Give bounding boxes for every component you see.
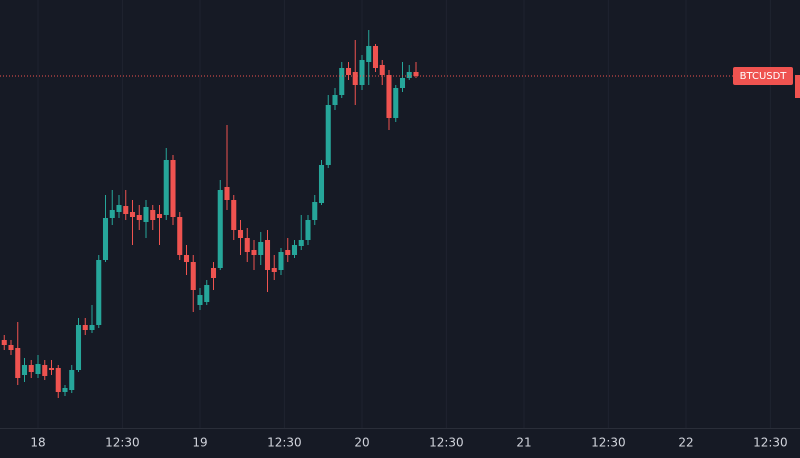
candle-body bbox=[359, 60, 365, 85]
candle-body bbox=[190, 262, 196, 290]
candle-body bbox=[197, 295, 203, 305]
candle-body bbox=[305, 220, 311, 240]
candle-body bbox=[271, 268, 277, 272]
candle-body bbox=[1, 340, 7, 345]
candle-body bbox=[109, 210, 115, 218]
candle-body bbox=[143, 207, 149, 222]
candle-body bbox=[251, 250, 257, 255]
x-tick-label: 22 bbox=[678, 436, 693, 450]
candle-body bbox=[123, 206, 129, 214]
x-tick-label: 12:30 bbox=[429, 436, 464, 450]
x-tick-label: 19 bbox=[192, 436, 207, 450]
candle-body bbox=[129, 212, 136, 217]
candle-body bbox=[69, 370, 75, 390]
candle-body bbox=[325, 105, 331, 165]
candle-body bbox=[8, 345, 14, 350]
candle-body bbox=[75, 325, 82, 370]
candle-body bbox=[285, 250, 291, 255]
candle-body bbox=[386, 75, 392, 118]
candle-body bbox=[15, 348, 21, 378]
candle-body bbox=[28, 365, 34, 372]
candle-body bbox=[224, 187, 230, 200]
candle-body bbox=[116, 205, 122, 212]
candle-body bbox=[102, 218, 109, 260]
candle-body bbox=[372, 46, 379, 68]
candle-body bbox=[237, 230, 244, 238]
x-tick-label: 20 bbox=[354, 436, 369, 450]
candle-body bbox=[399, 78, 406, 88]
candle-body bbox=[217, 190, 223, 268]
candle-body bbox=[170, 160, 176, 217]
candle-body bbox=[258, 242, 264, 255]
symbol-label: BTCUSDT bbox=[740, 71, 788, 82]
x-tick-label: 12:30 bbox=[105, 436, 140, 450]
candle-body bbox=[183, 255, 190, 262]
x-tick-label: 12:30 bbox=[267, 436, 302, 450]
candle-body bbox=[21, 365, 28, 375]
candle-body bbox=[264, 240, 271, 270]
x-tick-label: 12:30 bbox=[753, 436, 788, 450]
candle-body bbox=[318, 165, 325, 203]
candle-body bbox=[393, 88, 399, 118]
candle-body bbox=[332, 95, 338, 105]
candle-body bbox=[96, 260, 102, 325]
candle-body bbox=[42, 365, 48, 376]
candle-body bbox=[62, 388, 68, 392]
candle-body bbox=[339, 68, 345, 95]
candle-body bbox=[48, 368, 55, 370]
candle-body bbox=[244, 238, 250, 252]
candle-body bbox=[136, 215, 142, 220]
candle-body bbox=[231, 200, 237, 230]
candle-body bbox=[345, 68, 352, 75]
candle-body bbox=[291, 245, 298, 255]
candle-body bbox=[379, 65, 385, 75]
candle-body bbox=[82, 325, 88, 330]
candle-body bbox=[163, 160, 169, 215]
candles bbox=[1, 30, 419, 398]
symbol-label-bg bbox=[733, 67, 793, 85]
candle-body bbox=[156, 214, 163, 218]
candle-body bbox=[413, 72, 419, 76]
candle-body bbox=[210, 268, 217, 278]
candle-body bbox=[406, 72, 412, 78]
candle-body bbox=[35, 364, 41, 374]
x-tick-label: 21 bbox=[516, 436, 531, 450]
x-tick-label: 12:30 bbox=[591, 436, 626, 450]
price-label-bg bbox=[795, 75, 800, 98]
candle-body bbox=[312, 202, 318, 220]
candle-body bbox=[278, 252, 284, 270]
x-tick-label: 18 bbox=[30, 436, 45, 450]
candle-body bbox=[89, 325, 95, 330]
candle-body bbox=[352, 72, 358, 85]
candle-body bbox=[204, 285, 210, 302]
candle-body bbox=[366, 46, 372, 62]
candle-body bbox=[177, 217, 183, 255]
candle-body bbox=[55, 368, 61, 392]
candle-body bbox=[150, 210, 156, 220]
candle-body bbox=[298, 240, 304, 246]
